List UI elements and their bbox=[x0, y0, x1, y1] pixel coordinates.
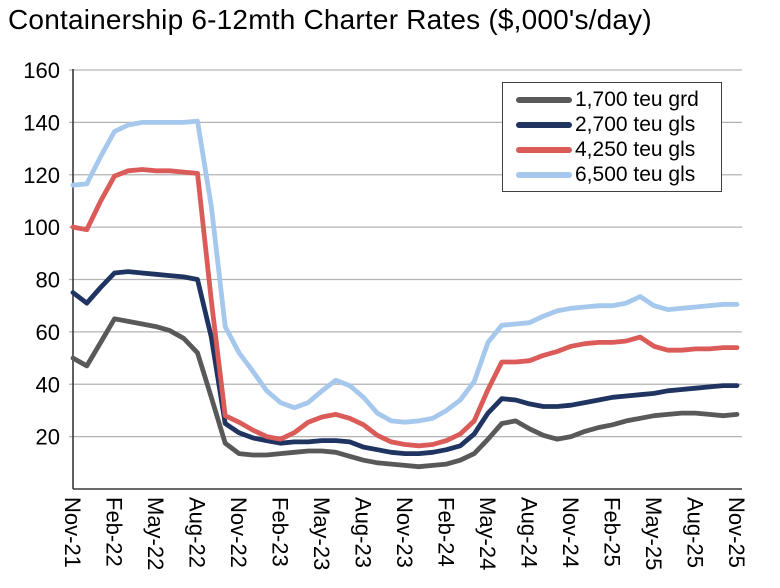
x-tick-label: Feb-22 bbox=[102, 497, 127, 567]
y-tick-label: 80 bbox=[36, 268, 60, 293]
x-tick-label: May-22 bbox=[143, 497, 168, 570]
x-tick-label: Feb-25 bbox=[600, 497, 625, 567]
series-line-4-250-teu-gls bbox=[70, 167, 740, 449]
y-tick-label: 40 bbox=[36, 372, 60, 397]
series-line-2-700-teu-gls bbox=[70, 269, 740, 457]
legend-line-swatch bbox=[516, 121, 572, 128]
legend-line-swatch bbox=[516, 171, 572, 178]
legend-item-label: 6,500 teu gls bbox=[575, 163, 696, 186]
legend-item: 2,700 teu gls bbox=[516, 114, 721, 135]
y-tick-label: 100 bbox=[23, 215, 60, 240]
legend-item-label: 2,700 teu gls bbox=[575, 113, 696, 136]
x-tick-label: Nov-23 bbox=[392, 497, 417, 568]
y-tick-label: 120 bbox=[23, 163, 60, 188]
legend-item-label: 4,250 teu gls bbox=[575, 138, 696, 161]
series-line-1-700-teu-grd bbox=[70, 316, 740, 470]
legend-item: 1,700 teu grd bbox=[516, 89, 721, 110]
x-tick-label: Feb-24 bbox=[434, 497, 459, 567]
y-tick-label: 140 bbox=[23, 110, 60, 135]
x-tick-label: Nov-24 bbox=[558, 497, 583, 568]
chart-title: Containership 6-12mth Charter Rates ($,0… bbox=[8, 4, 652, 35]
series-line-6-500-teu-gls bbox=[70, 118, 740, 425]
legend-item: 6,500 teu gls bbox=[516, 164, 721, 185]
x-tick-label: Nov-22 bbox=[226, 497, 251, 568]
legend-line-swatch bbox=[516, 146, 572, 153]
y-tick-label: 20 bbox=[36, 425, 60, 450]
x-tick-label: Nov-21 bbox=[60, 497, 85, 568]
x-tick-label: Aug-22 bbox=[185, 497, 210, 568]
x-tick-label: Feb-23 bbox=[268, 497, 293, 567]
x-tick-label: Aug-23 bbox=[351, 497, 376, 568]
legend-line-swatch bbox=[516, 96, 572, 103]
x-tick-label: May-25 bbox=[641, 497, 666, 570]
x-tick-label: Aug-25 bbox=[683, 497, 708, 568]
y-tick-label: 160 bbox=[23, 58, 60, 83]
legend-item-label: 1,700 teu grd bbox=[575, 88, 699, 111]
x-tick-label: May-23 bbox=[309, 497, 334, 570]
x-tick-label: Nov-25 bbox=[724, 497, 749, 568]
legend-item: 4,250 teu gls bbox=[516, 139, 721, 160]
x-tick-label: Aug-24 bbox=[517, 497, 542, 568]
x-tick-label: May-24 bbox=[475, 497, 500, 570]
y-tick-label: 60 bbox=[36, 320, 60, 345]
legend: 1,700 teu grd 2,700 teu gls 4,250 teu gl… bbox=[502, 82, 722, 192]
